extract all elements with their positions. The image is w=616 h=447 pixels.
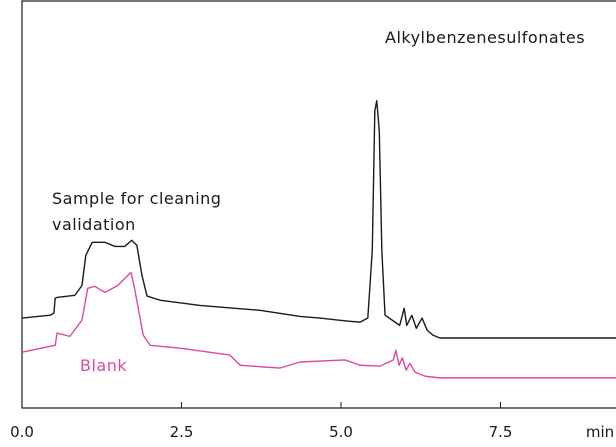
series-line (21, 100, 616, 339)
series-label: Sample for cleaning validation (52, 189, 222, 234)
x-tick-label: 0.0 (10, 423, 34, 441)
x-axis-label: min (586, 423, 614, 441)
series-line (21, 271, 616, 379)
x-tick-label: 2.5 (170, 423, 194, 441)
plot-frame (21, 0, 616, 409)
annotation: Alkylbenzenesulfonates (385, 28, 586, 47)
x-tick-label: 5.0 (329, 423, 353, 441)
series-label: Blank (80, 356, 128, 375)
x-tick-label: 7.5 (489, 423, 513, 441)
